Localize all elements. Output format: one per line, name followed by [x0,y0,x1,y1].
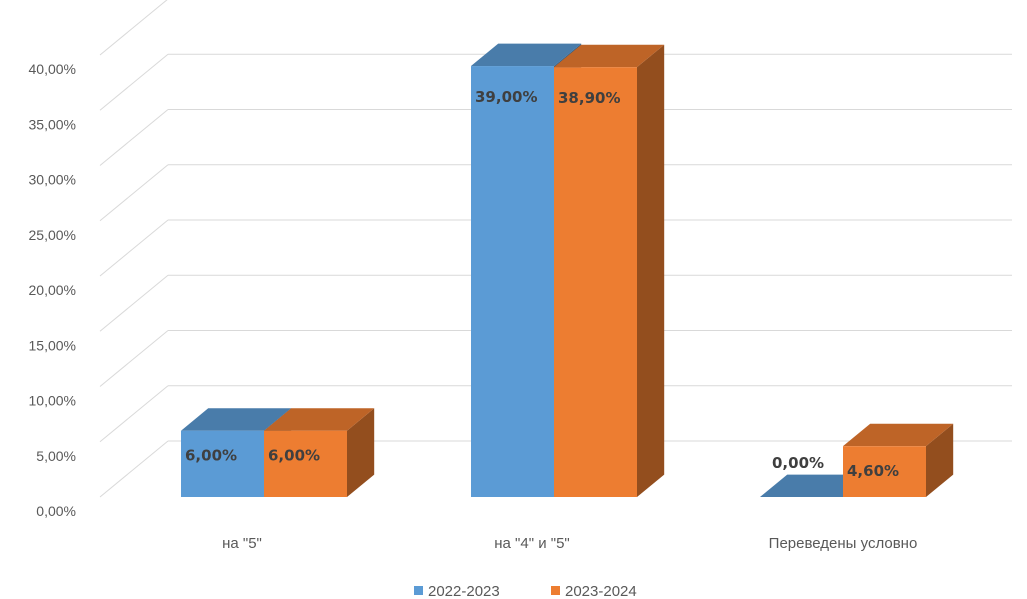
gridline-depth [99,385,169,443]
gridline-depth [99,0,168,56]
bar: 0,00% [760,454,871,497]
data-label: 4,60% [847,462,899,480]
bar-side [926,423,954,497]
bar-top [471,43,582,67]
bar-top [264,408,375,431]
y-tick-label: 40,00% [29,61,76,77]
legend: 2022-2023 2023-2024 [414,583,637,599]
bar-front [471,66,554,498]
y-tick-label: 15,00% [29,337,76,353]
bar-top [760,474,871,497]
gridline-depth [99,274,169,332]
bar-top [181,408,292,431]
data-label: 0,00% [772,454,824,472]
gridline-depth [99,53,169,111]
y-tick-label: 0,00% [36,503,76,519]
gridline-depth [99,330,169,387]
bar-front [554,67,637,497]
data-label: 39,00% [475,88,537,106]
gridline-depth [99,109,169,166]
gridline-depth [99,164,169,222]
legend-label: 2022-2023 [428,583,500,599]
legend-swatch [551,586,560,595]
y-tick-label: 5,00% [36,448,76,464]
y-tick-label: 30,00% [29,172,76,188]
bar: 4,60% [843,423,954,497]
legend-swatch [414,586,423,595]
bar-front [264,430,347,497]
data-label: 6,00% [268,447,320,465]
bar-side [637,44,665,497]
data-label: 6,00% [185,447,237,465]
bar-top [843,423,954,447]
x-category-label: на "5" [222,535,262,552]
gridline-depth [99,440,169,498]
gridline-depth [99,219,169,277]
bar-front [181,430,264,497]
y-tick-label: 35,00% [29,116,76,132]
x-category-label: Переведены условно [769,535,918,552]
legend-label: 2023-2024 [565,583,637,599]
bar-top [554,44,665,68]
bar-front [843,446,926,497]
y-tick-label: 10,00% [29,393,76,409]
bar: 6,00% [264,408,375,497]
data-label: 38,90% [558,89,620,107]
y-axis-ticks: 0,00% 5,00% 10,00% 15,00% 20,00% 25,00% 30,00%… [29,61,76,519]
bars: 6,00% 6,00% 39,00% 38,90% 0,00% 4,60% [181,43,954,498]
x-category-label: на "4" и "5" [494,535,570,552]
x-axis-categories: на "5" на "4" и "5" Переведены условно [222,535,917,552]
y-tick-label: 20,00% [29,282,76,298]
bar-side [347,408,375,497]
bar: 38,90% [554,44,665,497]
y-tick-label: 25,00% [29,227,76,243]
